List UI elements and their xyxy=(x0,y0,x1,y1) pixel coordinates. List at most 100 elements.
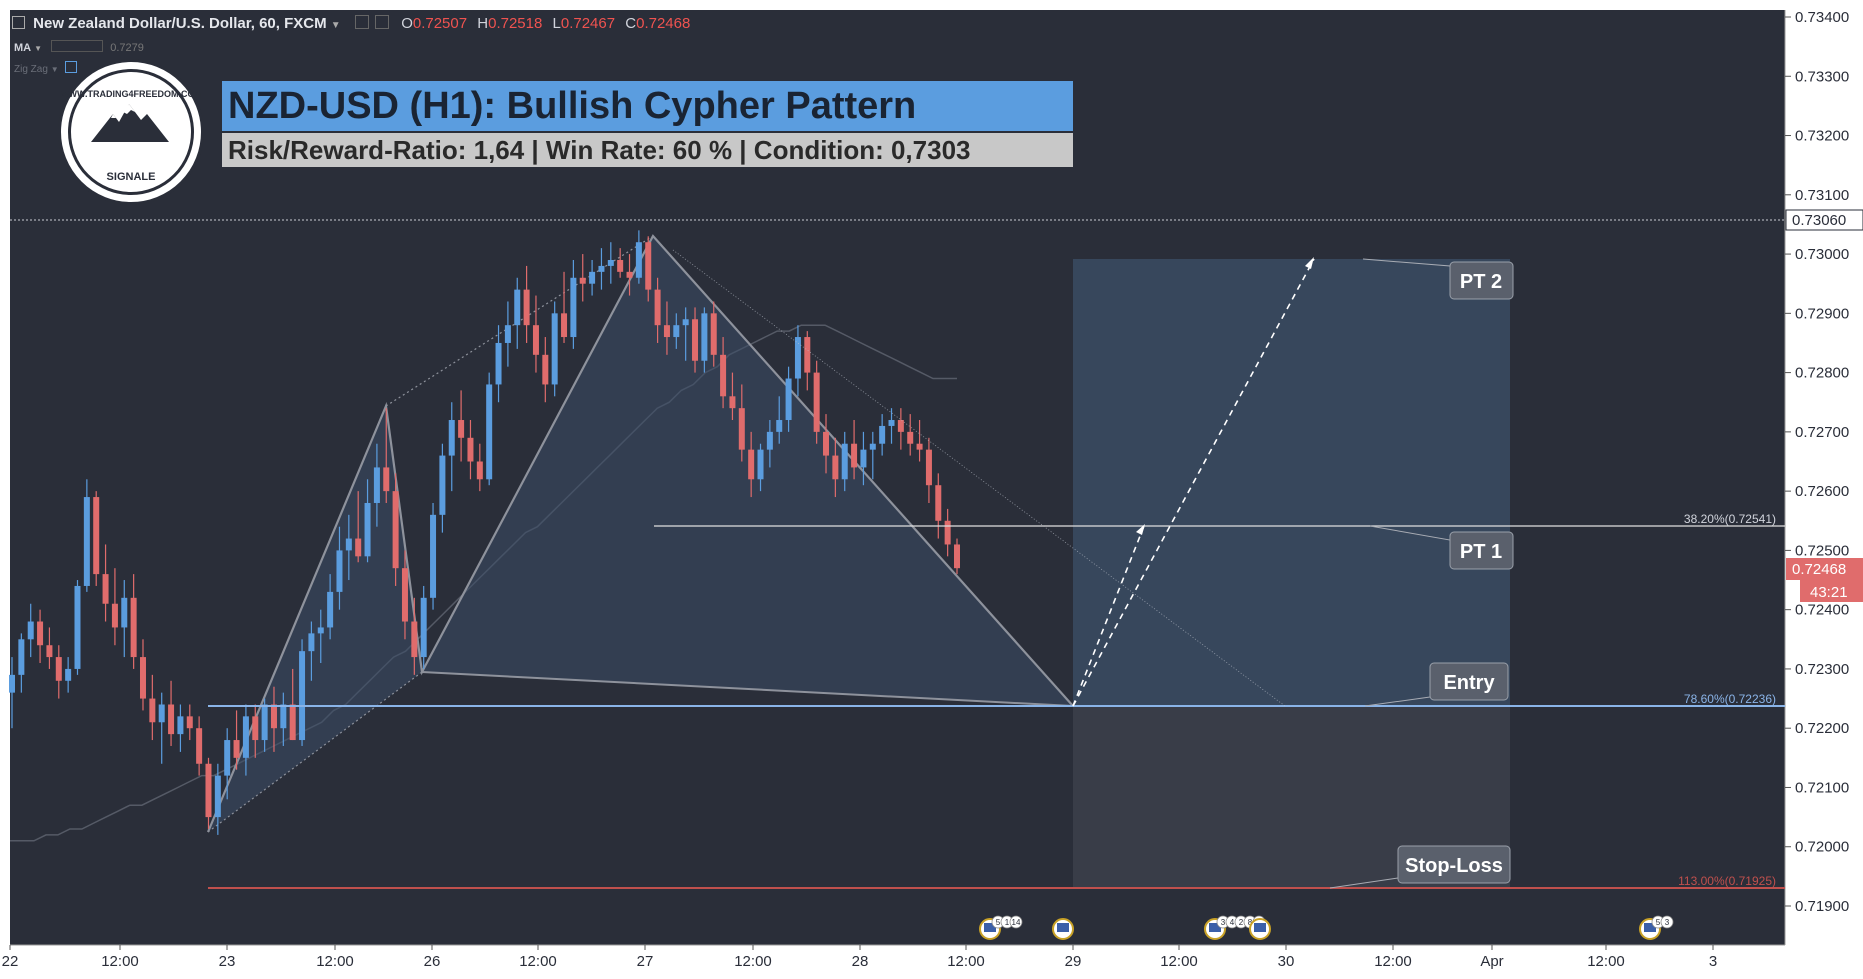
indicator-controls-icon[interactable] xyxy=(51,40,104,52)
candle-body xyxy=(738,408,745,450)
candle-body xyxy=(935,485,942,521)
candle-body xyxy=(907,431,914,444)
candle xyxy=(83,479,90,592)
pt2-label: PT 2 xyxy=(1460,271,1502,293)
candle xyxy=(345,514,352,581)
logo-text-top: WWW.TRADING4FREEDOM.COM xyxy=(61,89,201,99)
candle-body xyxy=(289,704,296,741)
target-zone xyxy=(1073,259,1510,706)
candle-body xyxy=(486,384,493,480)
settings-icon[interactable] xyxy=(354,15,369,29)
entry-leader xyxy=(1364,696,1431,707)
time-axis[interactable] xyxy=(0,945,1863,979)
candle-body xyxy=(345,538,352,551)
candle-body xyxy=(430,514,437,598)
stop-loss-callout[interactable] xyxy=(1397,845,1511,884)
collapse-icon[interactable] xyxy=(12,16,25,29)
candle xyxy=(168,680,175,746)
candle xyxy=(757,443,764,492)
price-tick-label: 0.73100 xyxy=(1795,187,1849,204)
price-axis[interactable] xyxy=(1785,0,1863,979)
hide-icon[interactable] xyxy=(375,15,390,29)
candle-body xyxy=(663,325,670,338)
candle-body xyxy=(448,420,455,456)
chevron-down-icon[interactable]: ▼ xyxy=(50,65,59,74)
candle-body xyxy=(495,342,502,385)
candle-body xyxy=(139,657,146,699)
ma-name: MA xyxy=(14,42,32,54)
candle xyxy=(27,603,34,658)
candle-body xyxy=(785,378,792,421)
pattern-bd xyxy=(421,671,1074,707)
candle xyxy=(626,254,633,296)
candle xyxy=(233,710,240,770)
chevron-down-icon[interactable]: ▼ xyxy=(330,20,341,31)
countdown-tag xyxy=(1800,580,1863,602)
flag-icon xyxy=(1209,923,1221,932)
candle xyxy=(860,431,867,486)
candle-body xyxy=(242,716,249,758)
candle xyxy=(177,704,184,752)
candle-body xyxy=(701,313,708,361)
event-marker xyxy=(1052,918,1074,940)
candle-body xyxy=(252,716,259,741)
candle xyxy=(37,609,44,664)
candle xyxy=(869,431,876,480)
candle xyxy=(925,437,932,503)
ma-legend[interactable]: MA ▼ 0.7279 xyxy=(14,40,144,54)
event-badge xyxy=(1009,915,1023,929)
candle xyxy=(102,544,109,622)
time-tick-label: 12:00 xyxy=(1160,953,1198,970)
symbol-title[interactable]: New Zealand Dollar/U.S. Dollar, 60, FXCM xyxy=(33,15,327,32)
candle-body xyxy=(74,585,81,669)
eye-icon[interactable] xyxy=(65,61,78,73)
candle xyxy=(701,307,708,373)
candle-body xyxy=(888,420,895,426)
candle-body xyxy=(327,591,334,628)
candle xyxy=(589,259,596,296)
event-badge-count: 14 xyxy=(1012,918,1021,927)
candle-body xyxy=(37,621,44,646)
pt1-callout[interactable] xyxy=(1449,531,1514,570)
event-badge xyxy=(1660,915,1674,929)
time-tick-label: 27 xyxy=(637,953,654,970)
candle-body xyxy=(9,674,15,693)
candle-body xyxy=(523,289,530,326)
pt2-callout[interactable] xyxy=(1449,261,1514,300)
candle-body xyxy=(46,645,53,658)
candle-body xyxy=(720,354,727,397)
zigzag-legend[interactable]: Zig Zag ▼ xyxy=(14,61,78,75)
mountain-icon: WWW.TRADING4FREEDOM.COM SIGNALE xyxy=(61,89,201,183)
flag-icon xyxy=(984,923,996,932)
projection-arrow-pt2 xyxy=(1072,258,1315,707)
time-tick-label: 26 xyxy=(424,953,441,970)
candle xyxy=(111,568,118,646)
candle xyxy=(186,704,193,741)
candle xyxy=(308,621,315,681)
flag-icon xyxy=(1644,923,1656,932)
candle-body xyxy=(635,242,642,278)
entry-callout[interactable] xyxy=(1429,662,1509,701)
candle-body xyxy=(261,704,268,741)
candle-body xyxy=(196,728,203,764)
candle xyxy=(383,408,390,503)
candle xyxy=(504,301,511,367)
candle-body xyxy=(476,461,483,480)
countdown-label: 43:21 xyxy=(1810,584,1848,601)
candle-body xyxy=(458,420,465,438)
candle xyxy=(289,668,296,741)
logo-text-bottom: SIGNALE xyxy=(107,171,156,183)
candle xyxy=(514,277,521,349)
candle-body xyxy=(570,277,577,338)
time-tick-label: 23 xyxy=(219,953,236,970)
candle xyxy=(935,473,942,539)
candle xyxy=(270,686,277,752)
candle-body xyxy=(832,455,839,480)
candle xyxy=(570,259,577,349)
event-marker: 5 1 14 xyxy=(979,915,1023,940)
candle-body xyxy=(626,271,633,278)
chevron-down-icon[interactable]: ▼ xyxy=(34,44,43,53)
candle-body xyxy=(420,597,427,658)
candle-body xyxy=(102,574,109,604)
